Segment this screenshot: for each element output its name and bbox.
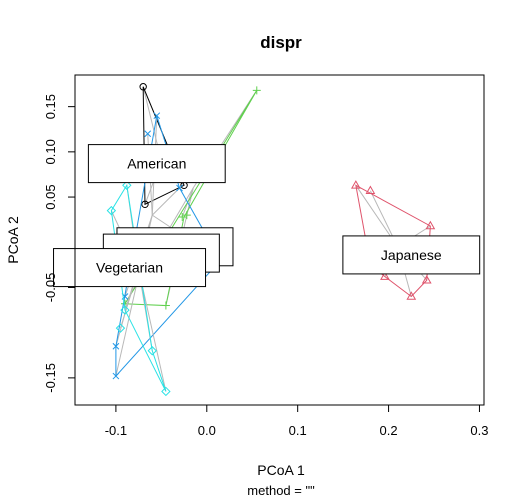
x-tick-label: 0.3 [470, 423, 488, 438]
y-tick-label: -0.15 [43, 363, 58, 393]
point-marker [161, 301, 170, 310]
group-label-text: Japanese [381, 247, 442, 263]
group-label-box [342, 235, 481, 275]
point-marker [365, 185, 376, 195]
point-marker [161, 386, 171, 397]
point-marker [106, 205, 117, 216]
point-marker [178, 212, 187, 221]
group-label-layer: Japanese American Vegetarian [53, 144, 481, 288]
y-tick-label: 0.05 [43, 184, 58, 209]
x-tick-label: -0.1 [105, 423, 127, 438]
chart-subtitle: method = "" [247, 483, 315, 498]
point-marker [122, 180, 132, 191]
point-marker [141, 200, 149, 208]
x-tick-label: 0.2 [380, 423, 398, 438]
group-label-box [87, 144, 226, 184]
point-marker [153, 112, 161, 120]
chart-title: dispr [260, 33, 302, 52]
point-marker [425, 220, 436, 230]
point-marker [112, 342, 120, 350]
group-label-box [53, 248, 207, 288]
point-marker [147, 346, 157, 356]
x-axis-label: PCoA 1 [257, 462, 305, 478]
point-marker [406, 291, 417, 300]
point-marker [112, 372, 120, 380]
group-hull [110, 183, 167, 392]
point-marker [139, 83, 147, 91]
point-marker [115, 323, 126, 333]
point-marker [421, 275, 432, 284]
y-axis: 0.15 0.10 0.05 -0.05 -0.15 [43, 94, 76, 393]
x-tick-label: 0.0 [198, 423, 216, 438]
point-marker [120, 305, 130, 315]
point-marker [252, 86, 261, 95]
point-marker [144, 130, 152, 138]
point-marker [380, 271, 390, 280]
y-tick-label: 0.15 [43, 94, 58, 119]
centroid-spoke [151, 187, 180, 216]
point-marker [350, 180, 361, 189]
y-tick-label: 0.10 [43, 139, 58, 164]
y-tick-label: -0.05 [43, 273, 58, 303]
y-axis-label: PCoA 2 [5, 216, 21, 264]
group-label-text: American [127, 156, 186, 172]
group-label-text: Vegetarian [96, 260, 163, 276]
group-series [106, 180, 171, 397]
x-tick-label: 0.1 [289, 423, 307, 438]
x-axis: -0.1 0.0 0.1 0.2 0.3 [105, 404, 488, 438]
point-marker [182, 211, 191, 220]
point-marker [176, 184, 183, 192]
